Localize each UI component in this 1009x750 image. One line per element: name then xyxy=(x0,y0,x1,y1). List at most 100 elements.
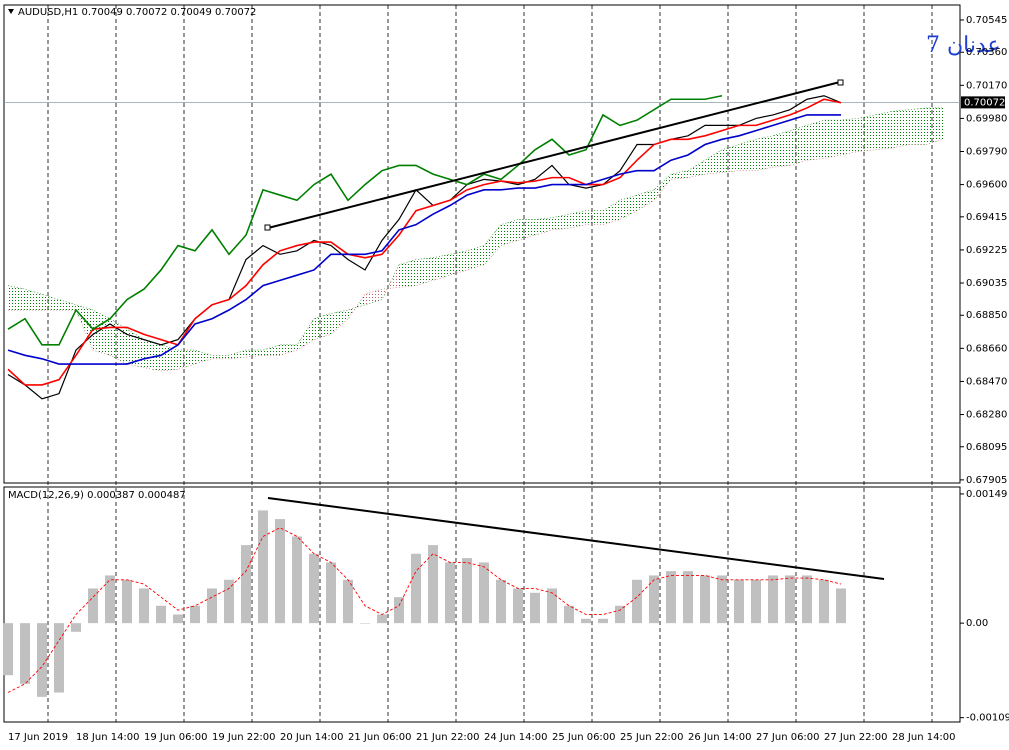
x-tick-label: 19 Jun 22:00 xyxy=(212,732,276,743)
macd-bar xyxy=(428,545,438,624)
x-tick-label: 28 Jun 14:00 xyxy=(892,732,956,743)
y-tick-label: 0.00 xyxy=(966,618,988,629)
cloud-segment xyxy=(824,120,841,159)
cloud-segment xyxy=(365,289,382,305)
macd-bar xyxy=(343,579,353,624)
cloud-segment xyxy=(705,149,722,175)
cloud-segment xyxy=(926,107,943,145)
cloud-segment xyxy=(518,219,535,241)
y-tick-label: 0.00149 xyxy=(966,489,1007,500)
trend-anchor xyxy=(264,224,271,231)
y-tick-label: 0.69035 xyxy=(966,278,1007,289)
cloud-segment xyxy=(688,160,705,178)
cloud-segment xyxy=(195,350,212,365)
macd-bar xyxy=(292,536,302,624)
cloud-segment xyxy=(875,111,892,150)
cloud-segment xyxy=(229,350,246,359)
macd-bar xyxy=(377,614,387,624)
x-tick-label: 26 Jun 14:00 xyxy=(688,732,752,743)
macd-bar xyxy=(173,614,183,624)
cloud-segment xyxy=(841,118,858,155)
price-line xyxy=(7,94,723,346)
macd-bar xyxy=(700,575,710,624)
x-tick-label: 24 Jun 14:00 xyxy=(484,732,548,743)
y-tick-label: 0.70170 xyxy=(966,80,1007,91)
cloud-segment xyxy=(416,257,433,286)
macd-bar xyxy=(394,597,404,624)
y-tick-label: 0.68470 xyxy=(966,376,1007,387)
cloud-segment xyxy=(892,109,909,149)
y-tick-label: 0.70360 xyxy=(966,47,1007,58)
plot-layer xyxy=(3,5,960,722)
x-tick-label: 17 Jun 2019 xyxy=(8,732,68,743)
cloud-segment xyxy=(654,174,671,201)
macd-bar xyxy=(819,579,829,624)
macd-bar xyxy=(258,510,268,624)
x-tick-label: 27 Jun 06:00 xyxy=(756,732,820,743)
cloud-segment xyxy=(399,259,416,288)
cloud-segment xyxy=(178,350,195,370)
macd-bar xyxy=(3,623,13,676)
cloud-edge xyxy=(7,107,943,356)
cloud-segment xyxy=(161,344,178,371)
macd-bar xyxy=(122,579,132,624)
macd-bar xyxy=(156,605,166,624)
y-tick-label: 0.69415 xyxy=(966,212,1007,223)
cloud-segment xyxy=(263,344,280,356)
x-tick-label: 25 Jun 06:00 xyxy=(552,732,616,743)
cloud-segment xyxy=(756,135,773,171)
cloud-segment xyxy=(909,107,926,145)
cloud-segment xyxy=(110,318,127,365)
macd-bar xyxy=(275,519,285,624)
macd-bar xyxy=(649,575,659,624)
cloud-segment xyxy=(552,214,569,230)
cloud-segment xyxy=(807,120,824,161)
macd-bar xyxy=(547,588,557,624)
cloud-segment xyxy=(484,224,501,265)
cloud-segment xyxy=(722,144,739,173)
menu-arrow xyxy=(8,9,14,14)
macd-bar xyxy=(836,588,846,624)
cloud-segment xyxy=(212,355,229,359)
x-tick-label: 18 Jun 14:00 xyxy=(76,732,140,743)
cloud-segment xyxy=(280,344,297,356)
cloud-segment xyxy=(331,310,348,335)
macd-bar xyxy=(513,588,523,624)
chart-title: التحليل التقني اليومي للعملات : عدنان 7 xyxy=(926,33,1009,58)
last-price-box xyxy=(961,96,1005,109)
cloud-segment xyxy=(586,210,603,225)
macd-bar xyxy=(751,579,761,624)
macd-bar xyxy=(632,579,642,624)
cloud-segment xyxy=(603,200,620,225)
macd-bar xyxy=(326,562,336,624)
cloud-segment xyxy=(314,313,331,340)
macd-bar xyxy=(615,605,625,624)
macd-bar xyxy=(598,618,608,624)
macd-bar xyxy=(105,575,115,624)
y-tick-label: -0.00109 xyxy=(966,713,1009,724)
last-price-label: 0.70072 xyxy=(964,97,1005,108)
x-tick-label: 27 Jun 22:00 xyxy=(824,732,888,743)
price-line xyxy=(7,95,842,400)
x-tick-label: 19 Jun 06:00 xyxy=(144,732,208,743)
y-tick-label: 0.69600 xyxy=(966,180,1007,191)
macd-bar xyxy=(207,588,217,624)
trend-anchor xyxy=(837,79,844,86)
cloud-segment xyxy=(25,289,42,311)
cloud-segment xyxy=(144,339,161,371)
cloud-segment xyxy=(671,170,688,180)
macd-bar xyxy=(785,575,795,624)
cloud-segment xyxy=(535,217,552,236)
macd-bar xyxy=(411,553,421,624)
cloud-segment xyxy=(59,299,76,311)
signal-line xyxy=(7,527,842,693)
y-tick-label: 0.70545 xyxy=(966,15,1007,26)
y-tick-label: 0.68660 xyxy=(966,343,1007,354)
y-tick-label: 0.69225 xyxy=(966,245,1007,256)
macd-bar xyxy=(734,579,744,624)
macd-bar xyxy=(360,623,370,624)
cloud-segment xyxy=(246,350,263,358)
macd-bar xyxy=(20,623,30,684)
y-tick-label: 0.69790 xyxy=(966,147,1007,158)
